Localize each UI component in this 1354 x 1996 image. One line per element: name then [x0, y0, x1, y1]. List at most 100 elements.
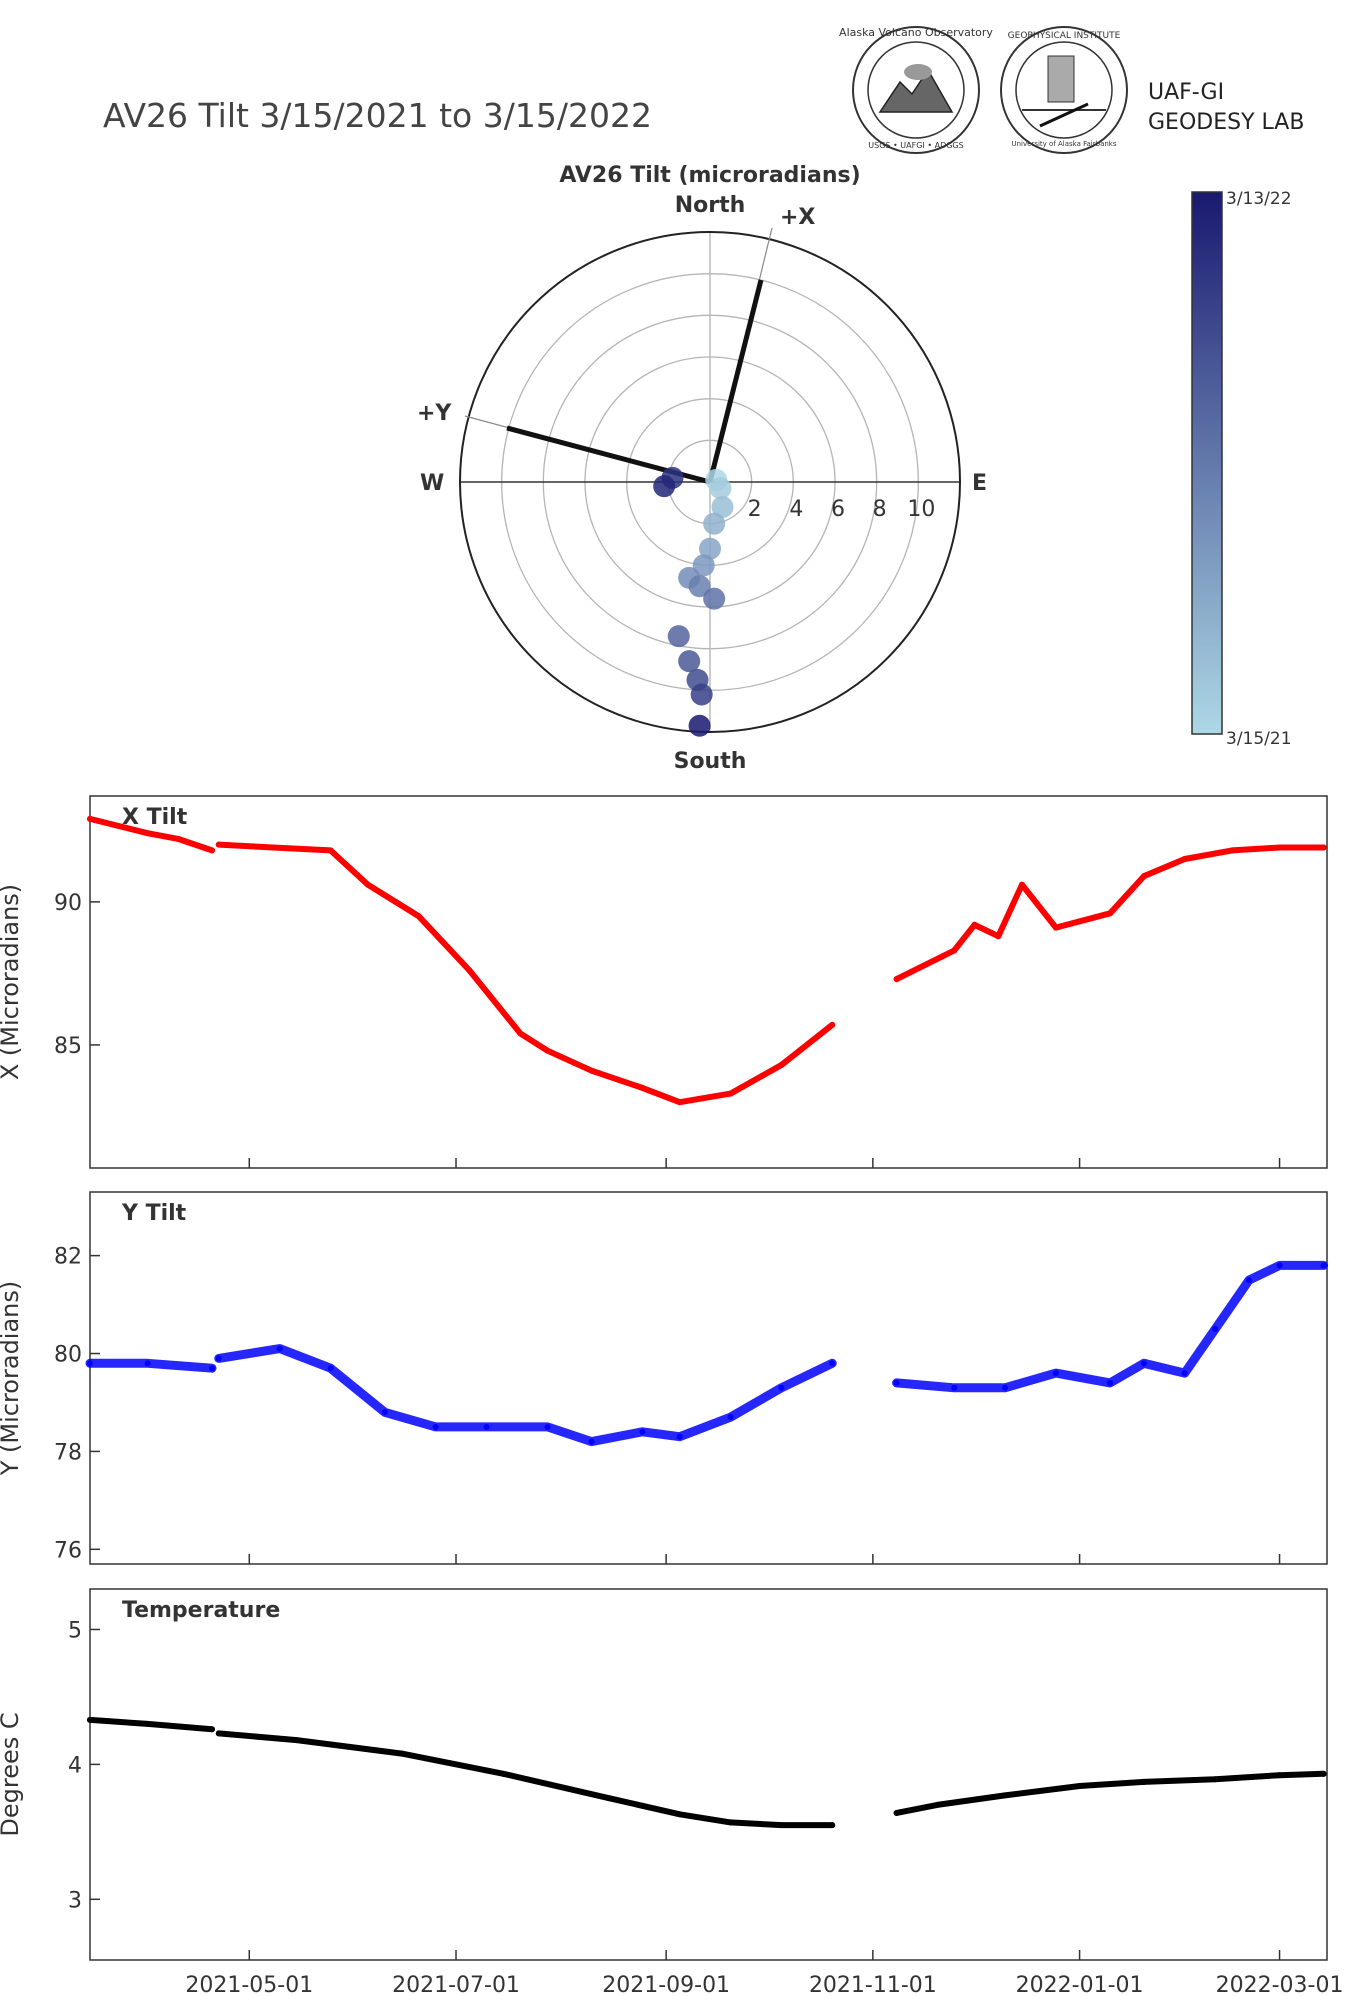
data-point	[934, 1801, 941, 1808]
avo-logo-text: Alaska Volcano Observatory	[839, 26, 993, 39]
data-point	[588, 1067, 595, 1074]
tilt-point	[690, 683, 713, 706]
x-tilt-panel: X Tilt X (Microradians) 85 90	[0, 795, 1328, 1169]
tilt-point	[692, 554, 715, 577]
x-tick-label: 2021-05-01	[185, 1973, 313, 1996]
data-point	[1140, 1778, 1147, 1785]
data-point	[209, 847, 216, 854]
tilt-point	[703, 512, 726, 535]
series-line	[215, 841, 836, 1106]
data-point	[144, 1720, 151, 1727]
series-line	[87, 815, 215, 854]
data-point	[893, 1379, 900, 1386]
gi-logo: GEOPHYSICAL INSTITUTE University of Alas…	[1000, 26, 1128, 154]
data-point	[466, 967, 473, 974]
data-point	[995, 933, 1002, 940]
y-tick-label: 90	[54, 891, 82, 916]
data-point	[544, 1047, 551, 1054]
data-point	[727, 1090, 734, 1097]
colorbar-bottom-label: 3/15/21	[1226, 729, 1292, 749]
west-label: W	[420, 471, 444, 496]
y-tick-label: 78	[54, 1440, 82, 1465]
y-tick-label: 3	[68, 1888, 82, 1913]
y-tilt-panel: Y Tilt Y (Microradians) 76 78 80 82	[0, 1191, 1329, 1565]
lab-name-line2: GEODESY LAB	[1148, 110, 1305, 135]
data-point	[676, 1099, 683, 1106]
y-axis-label: Y (Microradians)	[0, 1281, 24, 1477]
data-point	[951, 947, 958, 954]
data-point	[1002, 1792, 1009, 1799]
series-line	[87, 1716, 215, 1733]
data-point	[1052, 1370, 1059, 1377]
y-tick-label: 80	[54, 1343, 82, 1368]
data-point	[1140, 873, 1147, 880]
data-point	[778, 1384, 785, 1391]
data-point	[327, 847, 334, 854]
data-point	[1320, 1262, 1327, 1269]
tilt-point	[711, 496, 734, 518]
ring-label: 4	[789, 497, 803, 522]
ring-labels: 2 4 6 8 10	[748, 497, 936, 522]
data-point	[1229, 847, 1236, 854]
colorbar-top-label: 3/13/22	[1226, 189, 1292, 209]
data-point	[951, 1384, 958, 1391]
data-point	[144, 1360, 151, 1367]
data-point	[1246, 1277, 1253, 1284]
series-line	[892, 1260, 1329, 1393]
gi-logo-text: GEOPHYSICAL INSTITUTE	[1008, 31, 1121, 41]
data-point	[517, 1030, 524, 1037]
series-line	[893, 844, 1327, 983]
data-point	[276, 1345, 283, 1352]
data-point	[639, 1084, 646, 1091]
tilt-point	[667, 625, 690, 648]
data-point	[87, 1360, 93, 1367]
polar-plot: AV26 Tilt (microradians) 2 4 6 8 10 North So…	[417, 163, 987, 774]
data-point	[381, 1409, 388, 1416]
data-point	[676, 1811, 683, 1818]
ring-label: 6	[831, 497, 845, 522]
data-point	[215, 841, 222, 848]
south-label: South	[674, 749, 747, 774]
plus-x-label: +X	[780, 205, 815, 230]
series-line	[214, 1344, 837, 1447]
plus-x-vector	[707, 279, 764, 483]
east-label: E	[972, 471, 987, 496]
data-point	[415, 913, 422, 920]
data-point	[1276, 1262, 1283, 1269]
data-point	[829, 1822, 836, 1829]
x-tick-label: 2021-07-01	[392, 1973, 520, 1996]
series-line	[893, 1770, 1327, 1816]
data-point	[175, 835, 182, 842]
avo-logo: Alaska Volcano Observatory USGS • UAFGI …	[839, 26, 993, 154]
data-point	[778, 1061, 785, 1068]
y-tick-label: 4	[68, 1753, 82, 1778]
data-point	[87, 815, 93, 822]
tilt-point	[699, 537, 721, 560]
north-label: North	[675, 193, 746, 218]
tilt-point	[709, 477, 732, 500]
panel-frame	[89, 1191, 1328, 1565]
x-tick-label: 2021-11-01	[809, 1973, 937, 1996]
ring-label: 2	[748, 497, 762, 522]
data-point	[727, 1819, 734, 1826]
y-axis-label: Degrees C	[0, 1712, 24, 1836]
polar-outer-ring	[459, 231, 961, 733]
panel-frame	[89, 1588, 1328, 1961]
data-point	[1212, 1326, 1219, 1333]
data-point	[829, 1021, 836, 1028]
data-point	[971, 921, 978, 928]
data-point	[1276, 844, 1283, 851]
panel-frame	[89, 795, 1328, 1169]
data-point	[87, 1716, 93, 1723]
avo-logo-sub: USGS • UAFGI • ADGGS	[868, 141, 963, 150]
ring-label: 8	[873, 497, 887, 522]
data-point	[1107, 910, 1114, 917]
data-point	[432, 1423, 439, 1430]
data-point	[209, 1365, 216, 1372]
gi-logo-sub: University of Alaska Fairbanks	[1012, 140, 1117, 148]
tilt-point	[678, 650, 701, 673]
data-point	[1212, 1776, 1219, 1783]
ring-label: 10	[907, 497, 935, 522]
panel-title: Temperature	[122, 1598, 280, 1623]
